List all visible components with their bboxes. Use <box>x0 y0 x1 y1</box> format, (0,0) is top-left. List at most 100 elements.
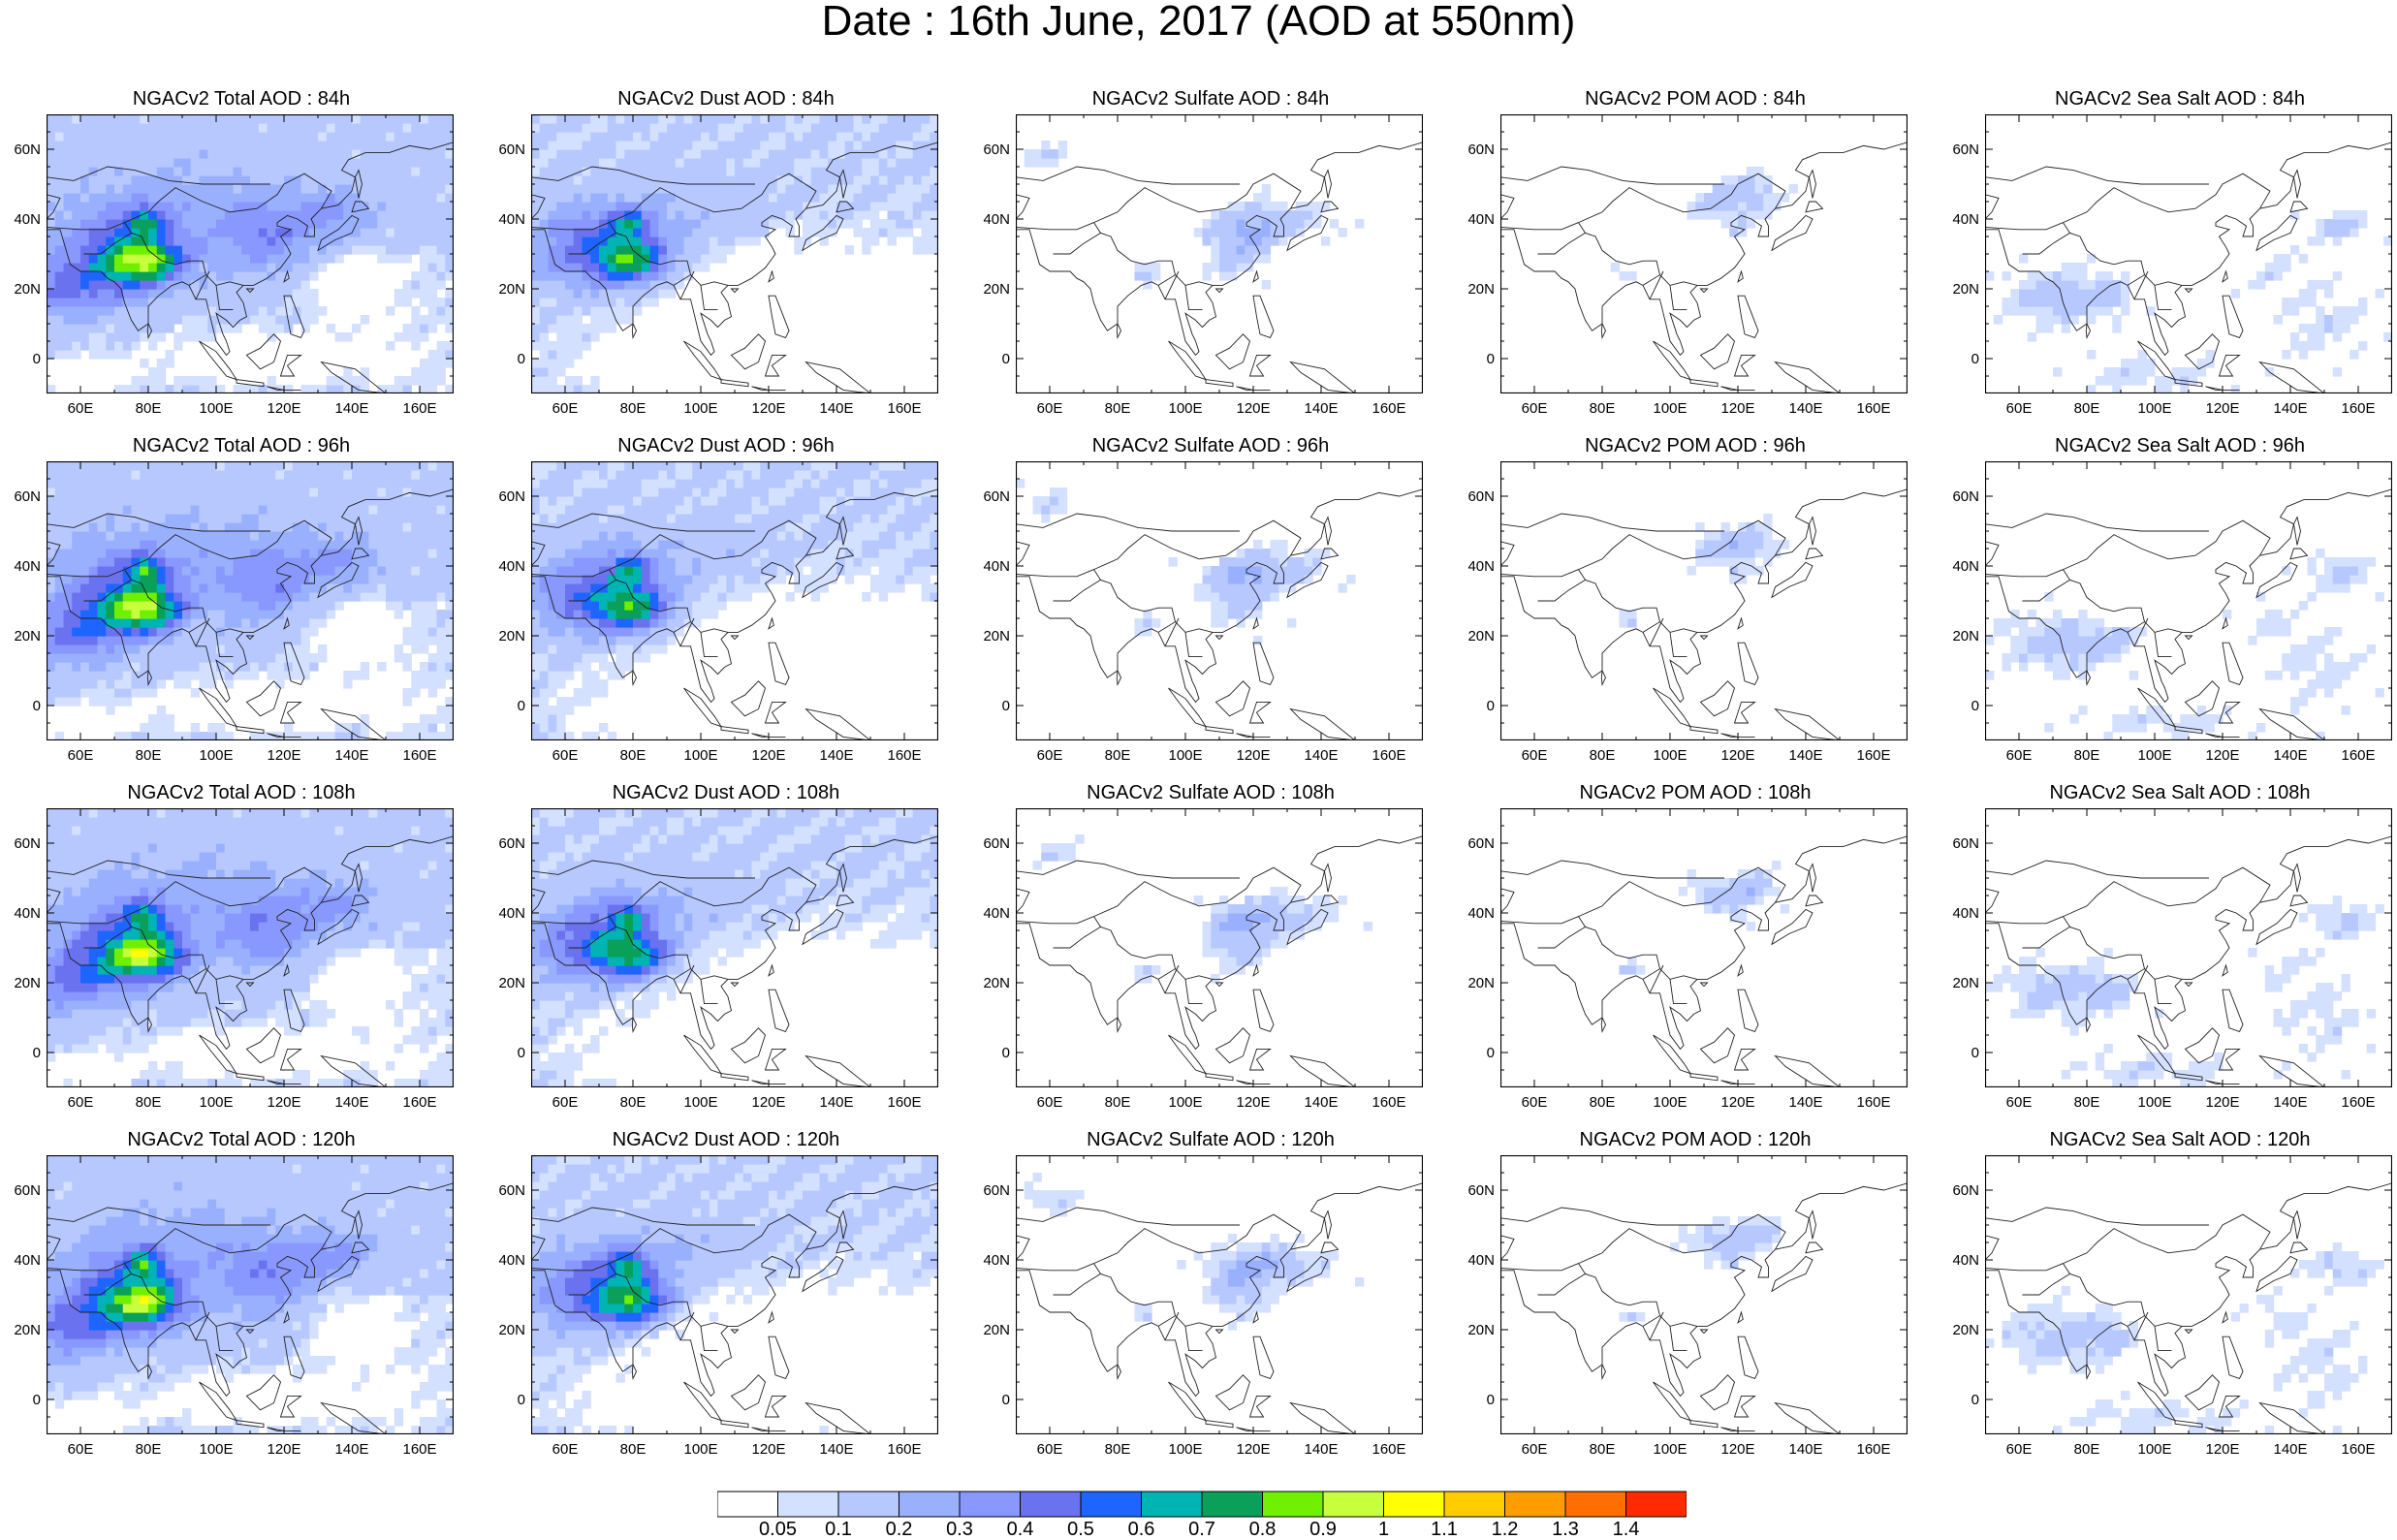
aod-cell <box>72 470 80 480</box>
aod-cell <box>140 193 148 203</box>
aod-cell <box>80 271 89 281</box>
aod-cell <box>166 636 174 645</box>
aod-cell <box>403 531 412 541</box>
aod-cell <box>343 461 352 471</box>
aod-cell <box>786 210 795 220</box>
aod-cell <box>200 566 208 576</box>
aod-cell <box>318 732 327 740</box>
aod-cell <box>684 254 693 264</box>
aod-cell <box>80 263 89 272</box>
aod-cell <box>624 644 633 654</box>
aod-cell <box>216 723 225 733</box>
aod-cell <box>2003 271 2011 281</box>
aod-cell <box>565 175 574 185</box>
aod-cell <box>361 193 369 203</box>
aod-cell <box>293 175 301 185</box>
aod-cell <box>616 132 625 141</box>
aod-cell <box>718 470 727 480</box>
aod-cell <box>55 254 64 264</box>
aod-cell <box>531 298 540 307</box>
aod-cell <box>80 324 89 333</box>
aod-cell <box>216 479 225 488</box>
aod-cell <box>726 540 735 550</box>
aod-cell <box>80 193 89 203</box>
aod-cell <box>98 505 107 515</box>
aod-cell <box>241 575 250 584</box>
country-border <box>2064 173 2271 222</box>
aod-cell <box>132 505 141 515</box>
aod-cell <box>599 496 608 506</box>
aod-cell <box>352 575 361 584</box>
aod-cell <box>1763 202 1772 211</box>
aod-cell <box>411 470 420 480</box>
aod-cell <box>191 149 200 159</box>
aod-cell <box>140 496 148 506</box>
aod-cell <box>692 583 701 593</box>
aod-cell <box>207 158 216 168</box>
aod-cell <box>599 141 608 150</box>
aod-cell <box>386 141 394 150</box>
aod-cell <box>148 470 157 480</box>
aod-cell <box>55 688 64 698</box>
aod-cell <box>216 557 225 567</box>
aod-cell <box>1228 236 1237 246</box>
aod-cell <box>2358 298 2367 307</box>
aod-cell <box>1763 210 1772 220</box>
aod-cell <box>2299 298 2308 307</box>
aod-cell <box>80 566 89 576</box>
aod-cell <box>658 540 667 550</box>
aod-cell <box>157 149 166 159</box>
aod-cell <box>888 219 897 229</box>
aod-cell <box>268 662 276 672</box>
aod-cell <box>89 298 98 307</box>
aod-cell <box>268 496 276 506</box>
aod-cell <box>301 184 310 194</box>
country-border <box>1670 285 1687 309</box>
aod-cell <box>148 132 157 141</box>
aod-cell <box>684 158 693 168</box>
aod-cell <box>854 228 863 237</box>
aod-cell <box>200 557 208 567</box>
aod-cell <box>123 114 132 124</box>
aod-cell <box>445 132 454 141</box>
aod-cell <box>608 671 616 680</box>
aod-cell <box>148 601 157 611</box>
aod-cell <box>148 549 157 558</box>
aod-cell <box>658 158 667 168</box>
aod-cell <box>445 324 454 333</box>
aod-cell <box>225 479 234 488</box>
lat-tick-label: 20N <box>14 282 41 297</box>
aod-cell <box>216 505 225 515</box>
aod-cell <box>225 566 234 576</box>
aod-cell <box>445 531 454 541</box>
aod-cell <box>1713 184 1721 194</box>
aod-cell <box>574 461 583 471</box>
aod-cell <box>132 540 141 550</box>
lat-tick-label: 40N <box>983 212 1010 227</box>
aod-cell <box>140 583 148 593</box>
aod-cell <box>173 566 182 576</box>
aod-cell <box>624 479 633 488</box>
aod-cell <box>531 461 540 471</box>
aod-cell <box>234 202 242 211</box>
aod-cell <box>437 706 446 715</box>
aod-cell <box>47 332 55 342</box>
aod-cell <box>574 549 583 558</box>
aod-cell <box>140 610 148 619</box>
aod-cell <box>811 132 820 141</box>
aod-cell <box>403 254 412 264</box>
aod-cell <box>599 601 608 611</box>
aod-cell <box>650 210 659 220</box>
aod-cell <box>565 350 574 360</box>
aod-cell <box>540 557 549 567</box>
aod-cell <box>437 566 446 576</box>
aod-cell <box>80 175 89 185</box>
aod-cell <box>207 254 216 264</box>
aod-cell <box>676 479 684 488</box>
aod-cell <box>182 210 191 220</box>
aod-cell <box>55 141 64 150</box>
aod-cell <box>89 315 98 325</box>
aod-cell <box>556 723 565 733</box>
aod-cell <box>2036 280 2045 290</box>
aod-cell <box>166 671 174 680</box>
